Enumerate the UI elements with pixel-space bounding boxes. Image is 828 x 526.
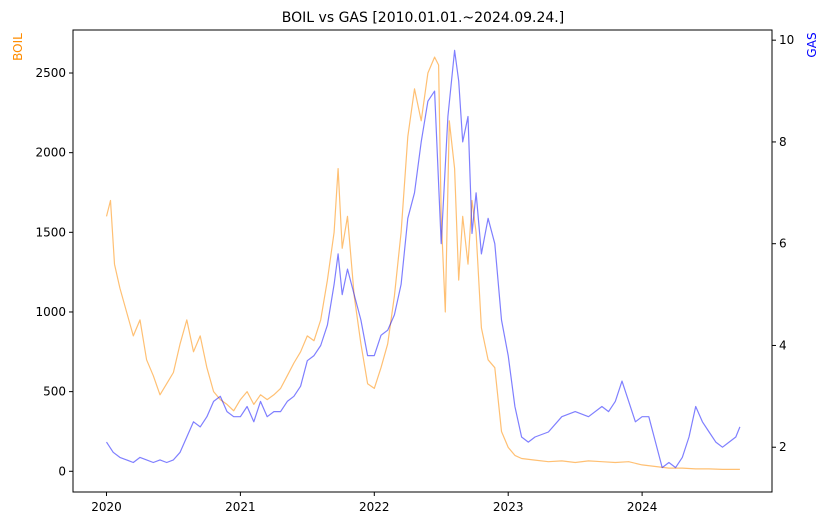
x-tick-label: 2023 xyxy=(493,500,524,514)
y-left-axis-title: BOIL xyxy=(11,33,25,61)
y-right-tick-label: 8 xyxy=(779,135,787,149)
x-tick-label: 2024 xyxy=(627,500,658,514)
y-left-tick-label: 0 xyxy=(58,464,66,478)
series-line-boil xyxy=(105,56,740,470)
y-right-tick-label: 2 xyxy=(779,440,787,454)
series-layer xyxy=(105,49,741,470)
x-tick-label: 2020 xyxy=(91,500,122,514)
chart-title: BOIL vs GAS [2010.01.01.~2024.09.24.] xyxy=(282,10,564,26)
y-right-axis-title: GAS xyxy=(805,32,819,57)
x-tick-label: 2021 xyxy=(225,500,256,514)
y-left-tick-label: 2000 xyxy=(35,146,66,160)
y-right-tick-label: 6 xyxy=(779,237,787,251)
x-tick-label: 2022 xyxy=(359,500,390,514)
y-right-tick-label: 10 xyxy=(779,33,794,47)
series-line-gas xyxy=(105,49,741,469)
plot-frame xyxy=(72,29,773,493)
y-right-tick-label: 4 xyxy=(779,338,787,352)
y-left-tick-label: 1500 xyxy=(35,225,66,239)
y-left-tick-label: 500 xyxy=(43,385,66,399)
y-left-tick-label: 1000 xyxy=(35,305,66,319)
y-left-tick-label: 2500 xyxy=(35,66,66,80)
axes-layer: 2020 2021 2022 2023 2024 0 500 1000 1500 2000 2500… xyxy=(35,33,794,514)
